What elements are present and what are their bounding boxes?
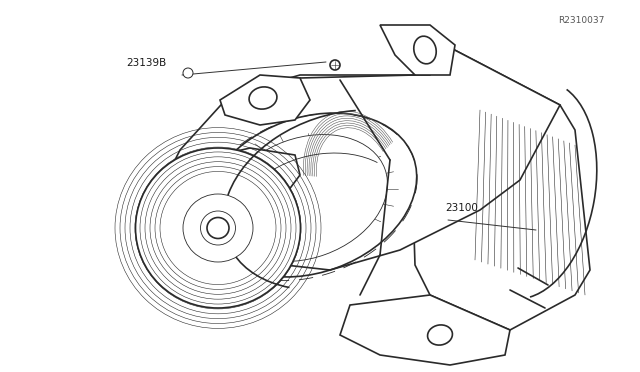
Polygon shape (340, 295, 510, 365)
Polygon shape (380, 25, 455, 75)
Ellipse shape (136, 148, 301, 308)
Ellipse shape (428, 325, 452, 345)
Ellipse shape (207, 218, 229, 238)
Ellipse shape (223, 135, 387, 262)
Ellipse shape (330, 60, 340, 70)
Polygon shape (220, 75, 310, 125)
Polygon shape (155, 45, 560, 270)
Ellipse shape (249, 87, 277, 109)
Text: R2310037: R2310037 (559, 16, 605, 25)
Polygon shape (212, 148, 300, 195)
Ellipse shape (414, 36, 436, 64)
Polygon shape (410, 45, 590, 330)
Text: 23100: 23100 (445, 203, 477, 213)
Text: 23139B: 23139B (126, 58, 166, 68)
Circle shape (183, 68, 193, 78)
Ellipse shape (183, 194, 253, 262)
Ellipse shape (200, 211, 236, 245)
